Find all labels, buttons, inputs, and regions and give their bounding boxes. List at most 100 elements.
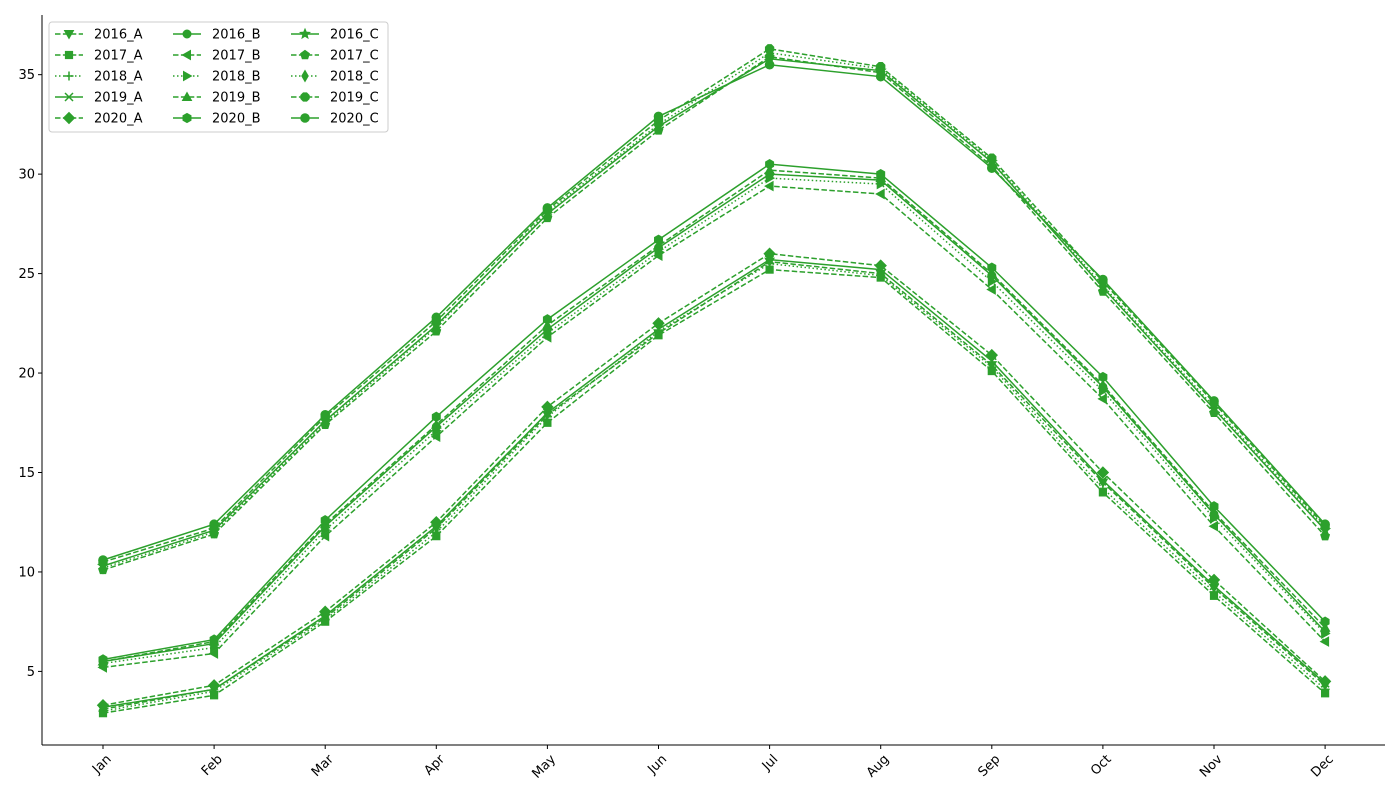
legend-entry-2016_B: 2016_B — [173, 28, 261, 43]
data-point — [1318, 675, 1332, 688]
legend-label: 2020_B — [212, 112, 261, 127]
series-2016_B — [98, 169, 1330, 666]
legend-marker — [299, 27, 311, 40]
x-tick-label: Dec — [1308, 752, 1336, 780]
data-point — [318, 605, 332, 618]
data-point — [1098, 483, 1108, 493]
data-point — [986, 163, 997, 173]
data-point — [431, 411, 441, 422]
legend-marker — [300, 92, 310, 102]
data-point — [320, 515, 330, 526]
data-point — [876, 271, 886, 281]
legend-label: 2020_C — [330, 112, 379, 127]
data-point — [209, 634, 219, 645]
legend-entry-2019_A: 2019_A — [55, 91, 143, 106]
series-line — [102, 63, 1326, 561]
legend-entry-2017_B: 2017_B — [173, 49, 261, 64]
series-2020_A — [96, 247, 1332, 712]
x-tick-label: Oct — [1088, 752, 1115, 779]
data-point — [654, 234, 663, 245]
data-point — [875, 188, 885, 200]
legend-label: 2016_B — [212, 28, 261, 43]
data-point — [1209, 501, 1219, 512]
legend-entry-2018_A: 2018_A — [55, 70, 143, 85]
data-point — [98, 654, 108, 665]
series-2017_B — [97, 180, 1330, 673]
legend-marker — [64, 71, 74, 81]
legend-marker — [182, 29, 192, 39]
x-tick-label: Feb — [199, 752, 226, 779]
data-point — [652, 317, 665, 330]
legend: 2016_A 2017_A 2018_A 2019_A 2020_A 2016_B 2017… — [48, 21, 389, 133]
data-point — [1320, 530, 1331, 541]
data-point — [1207, 573, 1221, 587]
data-point — [986, 268, 998, 278]
legend-marker — [181, 49, 191, 61]
series-2019_B — [97, 164, 1331, 666]
legend-entry-2020_A: 2020_A — [55, 112, 143, 127]
series-line — [102, 177, 1326, 665]
x-tick-label: Aug — [864, 752, 893, 781]
legend-marker — [62, 111, 76, 125]
data-point — [764, 164, 775, 175]
legend-label: 2020_A — [94, 112, 143, 127]
legend-label: 2019_B — [212, 91, 261, 106]
legend-marker — [300, 113, 310, 123]
data-point — [1209, 396, 1219, 406]
data-point — [1098, 475, 1108, 485]
data-point — [541, 400, 554, 414]
data-point — [987, 276, 998, 287]
legend-label: 2017_B — [212, 49, 261, 64]
legend-marker — [181, 91, 193, 101]
data-point — [986, 284, 996, 295]
data-point — [987, 362, 997, 372]
data-point — [764, 59, 775, 70]
data-point — [207, 679, 221, 692]
data-point — [208, 648, 219, 659]
y-tick-label: 30 — [18, 168, 35, 183]
data-point — [985, 348, 999, 362]
legend-label: 2017_C — [330, 49, 379, 64]
data-point — [1319, 636, 1330, 647]
legend-entry-2019_B: 2019_B — [173, 91, 261, 106]
legend-entry-2020_C: 2020_C — [291, 112, 379, 127]
legend-label: 2016_C — [330, 28, 379, 43]
legend-entry-2016_A: 2016_A — [55, 28, 143, 43]
data-point — [653, 240, 664, 250]
series-2018_B — [99, 172, 1331, 669]
series-line — [102, 169, 1326, 663]
legend-label: 2018_A — [94, 70, 143, 85]
legend-entry-2019_C: 2019_C — [291, 91, 379, 106]
data-point — [1096, 466, 1110, 479]
legend-entry-2017_C: 2017_C — [291, 49, 379, 64]
x-tick-label: Jan — [89, 752, 114, 777]
data-point — [765, 172, 776, 184]
data-point — [764, 180, 774, 192]
legend-label: 2018_B — [212, 70, 261, 85]
series-line — [102, 173, 1326, 663]
legend-entry-2018_B: 2018_B — [173, 70, 261, 85]
data-point — [987, 153, 997, 163]
data-point — [874, 259, 887, 272]
y-tick-label: 10 — [18, 565, 35, 580]
y-tick-label: 5 — [27, 665, 35, 680]
series-line — [102, 163, 1326, 661]
data-point — [764, 44, 775, 54]
legend-label: 2019_C — [330, 91, 379, 106]
data-point — [876, 168, 886, 180]
legend-frame — [48, 21, 389, 133]
data-point — [763, 247, 776, 260]
data-point — [209, 519, 219, 530]
legend-label: 2018_C — [330, 70, 379, 85]
data-point — [431, 312, 442, 323]
data-point — [1208, 520, 1218, 532]
data-point — [98, 555, 108, 565]
data-point — [1098, 371, 1108, 383]
series-line — [102, 258, 1326, 708]
legend-label: 2017_A — [94, 49, 143, 64]
legend-marker — [64, 92, 74, 102]
series-layer — [96, 44, 1332, 718]
y-tick-label: 25 — [18, 267, 35, 282]
series-line — [102, 55, 1326, 571]
